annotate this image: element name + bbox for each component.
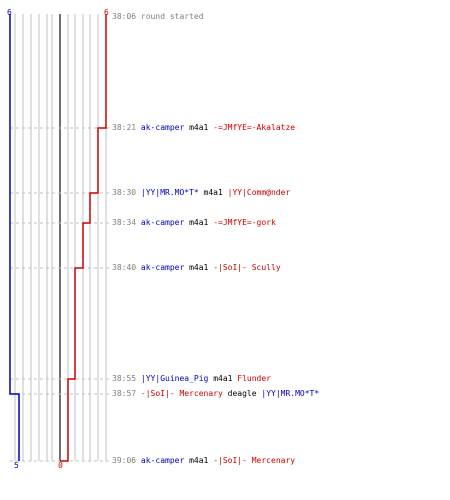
event-time: 38:30 [112,188,137,197]
blue-end-count: 5 [14,461,19,470]
event-time: 38:57 [112,389,137,398]
red-team-line [60,14,107,462]
weapon-name: m4a1 [203,188,223,197]
weapon-name: m4a1 [189,123,209,132]
event-row: 39:06 ak-camper m4a1 -|SoI|- Mercenary [112,455,295,467]
victim-name: |YY|Comm@nder [227,188,291,197]
victim-name: |YY|MR.MO*T* [261,389,320,398]
killer-name: ak-camper [140,456,185,465]
weapon-name: m4a1 [189,263,209,272]
victim-name: -|SoI|- Scully [213,263,281,272]
weapon-name: m4a1 [189,456,209,465]
event-row: 38:30 |YY|MR.MO*T* m4a1 |YY|Comm@nder [112,187,290,199]
event-time: 38:55 [112,374,137,383]
event-time: 38:06 [112,12,137,21]
killer-name: -|SoI|- Mercenary [140,389,223,398]
red-end-count: 0 [58,461,63,470]
weapon-name: deagle [227,389,257,398]
blue-start-count: 6 [7,8,12,17]
victim-name: Flunder [237,374,271,383]
event-time: 38:21 [112,123,137,132]
killer-name: ak-camper [140,263,185,272]
victim-name: -=JMfYE=-gork [213,218,276,227]
event-row: 38:34 ak-camper m4a1 -=JMfYE=-gork [112,217,276,229]
event-message: round started [140,12,204,21]
killer-name: ak-camper [140,123,185,132]
event-time: 38:34 [112,218,137,227]
event-row: 38:21 ak-camper m4a1 -=JMfYE=-Akalatze [112,122,295,134]
killer-name: ak-camper [140,218,185,227]
event-time: 38:40 [112,263,137,272]
weapon-name: m4a1 [189,218,209,227]
event-row: 38:57 -|SoI|- Mercenary deagle |YY|MR.MO… [112,388,319,400]
event-row: 38:40 ak-camper m4a1 -|SoI|- Scully [112,262,281,274]
blue-team-line [9,14,20,461]
event-row: 38:06 round started [112,11,204,23]
killer-name: |YY|Guinea_Pig [140,374,209,383]
victim-name: -=JMfYE=-Akalatze [213,123,296,132]
red-start-count: 6 [104,8,109,17]
event-row: 38:55 |YY|Guinea_Pig m4a1 Flunder [112,373,271,385]
event-time: 39:06 [112,456,137,465]
player-count-chart [9,14,112,462]
weapon-name: m4a1 [213,374,233,383]
killer-name: |YY|MR.MO*T* [140,188,199,197]
victim-name: -|SoI|- Mercenary [213,456,296,465]
